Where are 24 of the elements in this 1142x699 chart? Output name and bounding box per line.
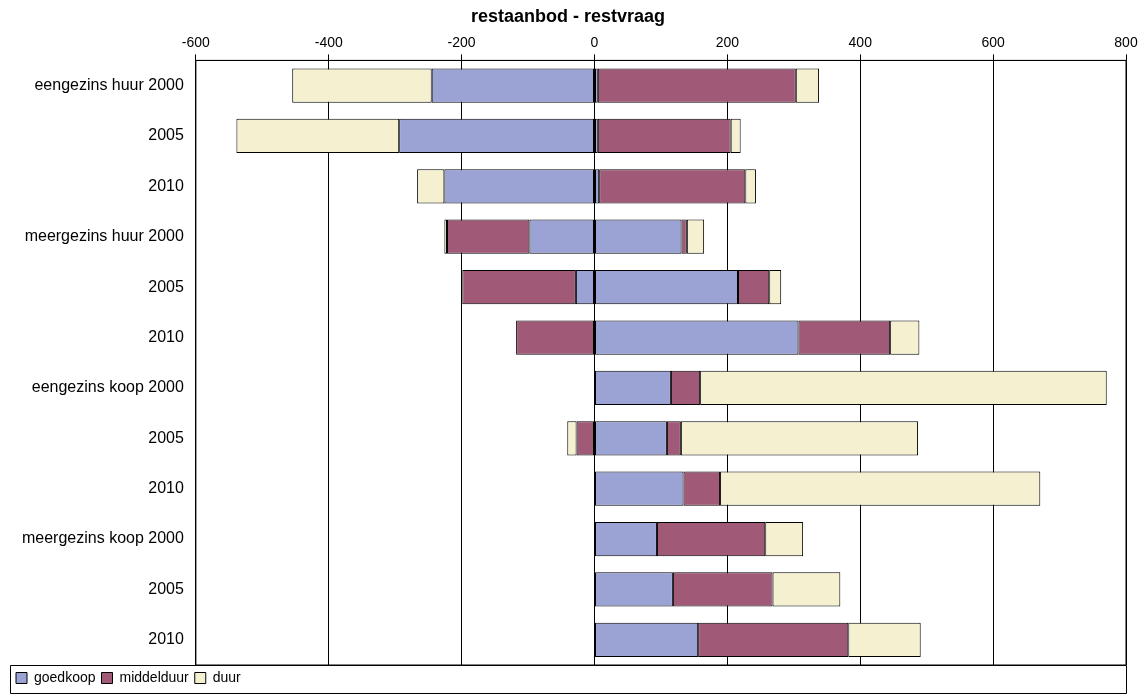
y-tick-label: 2005 — [148, 579, 184, 597]
legend-label: duur — [212, 668, 242, 685]
x-tick-label: -400 — [314, 33, 343, 50]
y-tick-label: 2010 — [148, 176, 184, 194]
y-tick-label: 2010 — [148, 630, 184, 648]
x-tick-label: -200 — [447, 33, 476, 50]
y-tick-label: eengezins koop 2000 — [31, 378, 184, 396]
x-tick-label: 200 — [715, 33, 740, 50]
y-tick-label: 2005 — [148, 428, 184, 446]
x-tick-label: -600 — [181, 33, 211, 50]
x-tick-label: 400 — [848, 33, 873, 50]
legend-label: middelduur — [119, 668, 190, 685]
legend-label: goedkoop — [34, 668, 96, 685]
y-tick-label: 2005 — [148, 126, 184, 144]
chart-title: restaanbod - restvraag — [470, 5, 666, 26]
x-tick-label: 600 — [981, 33, 1006, 50]
y-tick-label: eengezins huur 2000 — [34, 76, 184, 93]
y-tick-label: 2010 — [148, 479, 184, 497]
y-tick-label: meergezins koop 2000 — [21, 529, 184, 547]
y-tick-label: meergezins huur 2000 — [24, 227, 184, 245]
x-tick-label: 0 — [590, 33, 599, 50]
x-tick-label: 800 — [1114, 33, 1138, 50]
y-tick-label: 2005 — [148, 277, 184, 295]
y-tick-label: 2010 — [148, 327, 184, 345]
